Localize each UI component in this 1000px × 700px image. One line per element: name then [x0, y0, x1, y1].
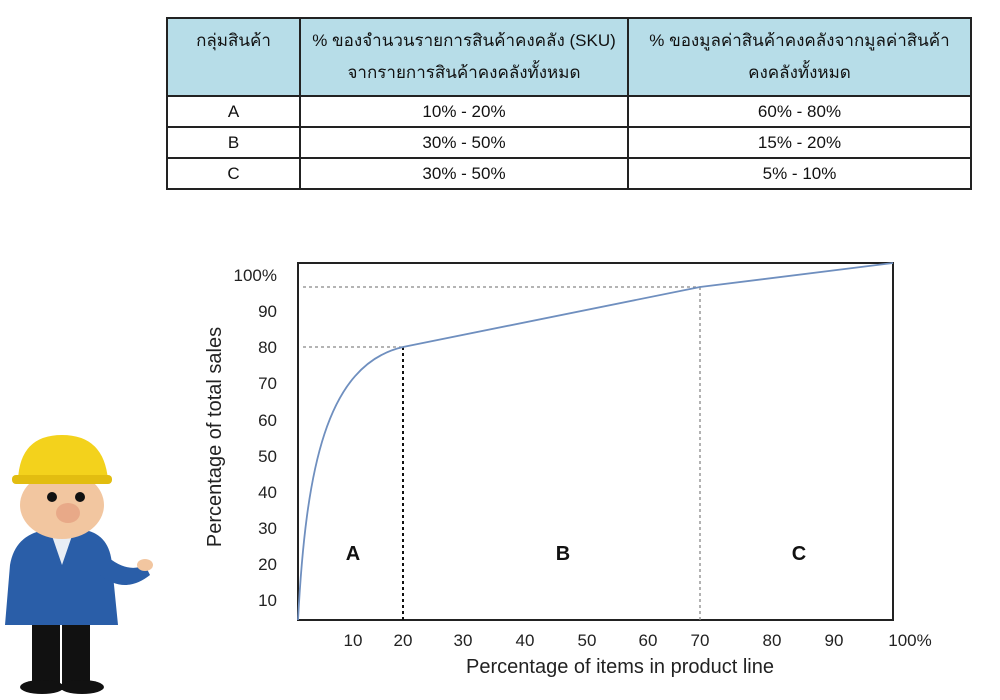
- y-tick-label: 20: [258, 555, 277, 574]
- y-tick-label: 90: [258, 302, 277, 321]
- header-value-percent: % ของมูลค่าสินค้าคงคลังจากมูลค่าสินค้าคง…: [627, 17, 972, 97]
- y-tick-label: 60: [258, 411, 277, 430]
- y-tick-label: 30: [258, 519, 277, 538]
- cell: 30% - 50%: [299, 157, 629, 190]
- y-tick-label: 100%: [234, 266, 277, 285]
- table-row: C 30% - 50% 5% - 10%: [166, 157, 972, 190]
- cell: 5% - 10%: [627, 157, 972, 190]
- y-tick-label: 40: [258, 483, 277, 502]
- y-axis-label: Percentage of total sales: [204, 327, 226, 547]
- cell: 10% - 20%: [299, 95, 629, 128]
- x-tick-label: 40: [516, 631, 535, 650]
- x-axis-label: Percentage of items in product line: [466, 656, 774, 678]
- series-line: [297, 262, 894, 621]
- y-tick-label: 80: [258, 338, 277, 357]
- cell: A: [166, 95, 301, 128]
- cell: 60% - 80%: [627, 95, 972, 128]
- abc-table: กลุ่มสินค้า % ของจำนวนรายการสินค้าคงคลัง…: [166, 17, 972, 190]
- y-tick-label: 10: [258, 591, 277, 610]
- region-label: B: [556, 543, 570, 565]
- worker-cartoon-icon: [5, 435, 153, 694]
- plot-frame: [297, 262, 894, 621]
- x-tick-label: 80: [763, 631, 782, 650]
- x-tick-label: 60: [639, 631, 658, 650]
- header-sku-percent: % ของจำนวนรายการสินค้าคงคลัง (SKU) จากรา…: [299, 17, 629, 97]
- cell: C: [166, 157, 301, 190]
- table-row: A 10% - 20% 60% - 80%: [166, 95, 972, 128]
- x-tick-label: 10: [344, 631, 363, 650]
- region-label: A: [346, 543, 360, 565]
- x-tick-label: 20: [394, 631, 413, 650]
- cell: 15% - 20%: [627, 126, 972, 159]
- x-tick-label: 50: [578, 631, 597, 650]
- x-tick-label: 70: [691, 631, 710, 650]
- x-tick-label: 90: [825, 631, 844, 650]
- y-tick-label: 50: [258, 447, 277, 466]
- header-group: กลุ่มสินค้า: [166, 17, 301, 97]
- cell: 30% - 50%: [299, 126, 629, 159]
- x-tick-label: 100%: [888, 631, 931, 650]
- region-label: C: [792, 543, 806, 565]
- table-row: B 30% - 50% 15% - 20%: [166, 126, 972, 159]
- x-tick-label: 30: [454, 631, 473, 650]
- cell: B: [166, 126, 301, 159]
- y-tick-label: 70: [258, 374, 277, 393]
